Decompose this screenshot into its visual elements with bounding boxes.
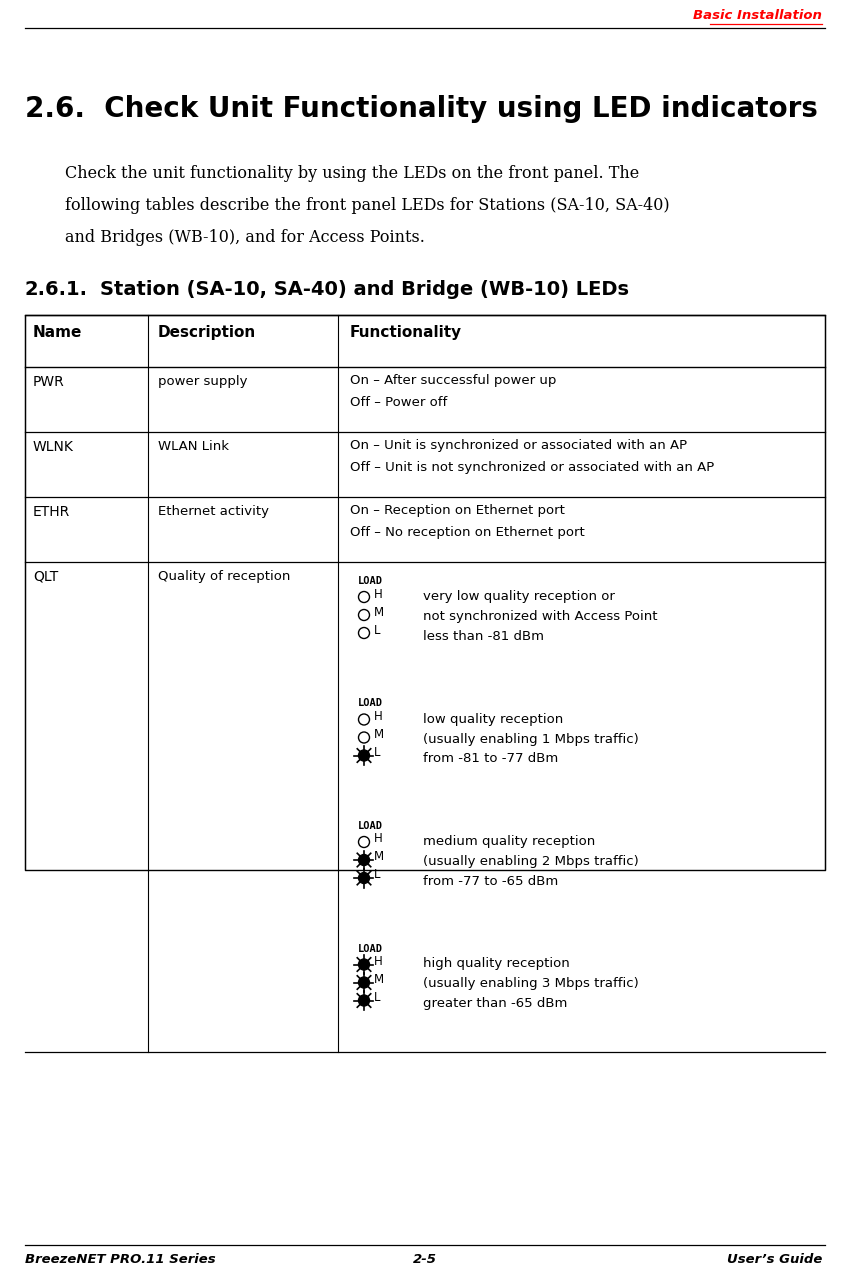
Text: (usually enabling 1 Mbps traffic): (usually enabling 1 Mbps traffic) — [423, 732, 638, 746]
Text: less than -81 dBm: less than -81 dBm — [423, 630, 544, 643]
Text: Basic Installation: Basic Installation — [693, 9, 822, 22]
Text: Description: Description — [158, 325, 256, 340]
Text: and Bridges (WB-10), and for Access Points.: and Bridges (WB-10), and for Access Poin… — [65, 229, 425, 246]
Text: M: M — [374, 973, 384, 987]
Text: following tables describe the front panel LEDs for Stations (SA-10, SA-40): following tables describe the front pane… — [65, 197, 670, 214]
Text: low quality reception: low quality reception — [423, 713, 564, 726]
Text: M: M — [374, 850, 384, 863]
Text: L: L — [374, 868, 381, 881]
Text: Ethernet activity: Ethernet activity — [158, 505, 269, 518]
Circle shape — [359, 976, 370, 988]
Text: LOAD: LOAD — [358, 575, 383, 586]
Text: H: H — [374, 833, 382, 845]
Text: (usually enabling 2 Mbps traffic): (usually enabling 2 Mbps traffic) — [423, 855, 638, 868]
Circle shape — [359, 854, 370, 866]
Text: not synchronized with Access Point: not synchronized with Access Point — [423, 610, 658, 622]
Text: H: H — [374, 710, 382, 723]
Text: L: L — [374, 990, 381, 1004]
Text: ETHR: ETHR — [33, 505, 71, 519]
Text: On – After successful power up: On – After successful power up — [350, 374, 557, 387]
Text: LOAD: LOAD — [358, 943, 383, 953]
Text: from -77 to -65 dBm: from -77 to -65 dBm — [423, 875, 558, 889]
Text: Functionality: Functionality — [350, 325, 462, 340]
Text: On – Reception on Ethernet port: On – Reception on Ethernet port — [350, 504, 565, 517]
Text: M: M — [374, 728, 384, 741]
Text: Off – No reception on Ethernet port: Off – No reception on Ethernet port — [350, 526, 585, 538]
Text: high quality reception: high quality reception — [423, 957, 570, 970]
Text: WLNK: WLNK — [33, 440, 74, 454]
Text: LOAD: LOAD — [358, 821, 383, 831]
Text: Station (SA-10, SA-40) and Bridge (WB-10) LEDs: Station (SA-10, SA-40) and Bridge (WB-10… — [100, 280, 629, 299]
Text: very low quality reception or: very low quality reception or — [423, 589, 615, 603]
Text: LOAD: LOAD — [358, 699, 383, 709]
Text: WLAN Link: WLAN Link — [158, 440, 229, 453]
Text: H: H — [374, 955, 382, 967]
Text: 2.6.  Check Unit Functionality using LED indicators: 2.6. Check Unit Functionality using LED … — [25, 95, 818, 123]
Text: PWR: PWR — [33, 376, 65, 390]
Text: L: L — [374, 624, 381, 636]
Circle shape — [359, 995, 370, 1006]
Text: User’s Guide: User’s Guide — [727, 1253, 822, 1267]
Circle shape — [359, 872, 370, 883]
Text: (usually enabling 3 Mbps traffic): (usually enabling 3 Mbps traffic) — [423, 978, 638, 990]
Text: Off – Unit is not synchronized or associated with an AP: Off – Unit is not synchronized or associ… — [350, 461, 714, 474]
Circle shape — [359, 750, 370, 761]
Text: medium quality reception: medium quality reception — [423, 835, 595, 848]
Text: 2.6.1.: 2.6.1. — [25, 280, 88, 299]
Text: Name: Name — [33, 325, 82, 340]
Text: M: M — [374, 606, 384, 619]
Bar — [25, 314, 825, 869]
Text: Quality of reception: Quality of reception — [158, 570, 291, 583]
Text: H: H — [374, 588, 382, 601]
Text: Check the unit functionality by using the LEDs on the front panel. The: Check the unit functionality by using th… — [65, 165, 639, 182]
Text: L: L — [374, 746, 381, 759]
Circle shape — [359, 959, 370, 970]
Text: greater than -65 dBm: greater than -65 dBm — [423, 998, 568, 1011]
Text: Off – Power off: Off – Power off — [350, 396, 447, 409]
Text: BreezeNET PRO.11 Series: BreezeNET PRO.11 Series — [25, 1253, 216, 1267]
Text: power supply: power supply — [158, 376, 247, 388]
Text: QLT: QLT — [33, 570, 59, 584]
Text: 2-5: 2-5 — [413, 1253, 437, 1267]
Text: from -81 to -77 dBm: from -81 to -77 dBm — [423, 752, 558, 765]
Text: On – Unit is synchronized or associated with an AP: On – Unit is synchronized or associated … — [350, 439, 687, 452]
